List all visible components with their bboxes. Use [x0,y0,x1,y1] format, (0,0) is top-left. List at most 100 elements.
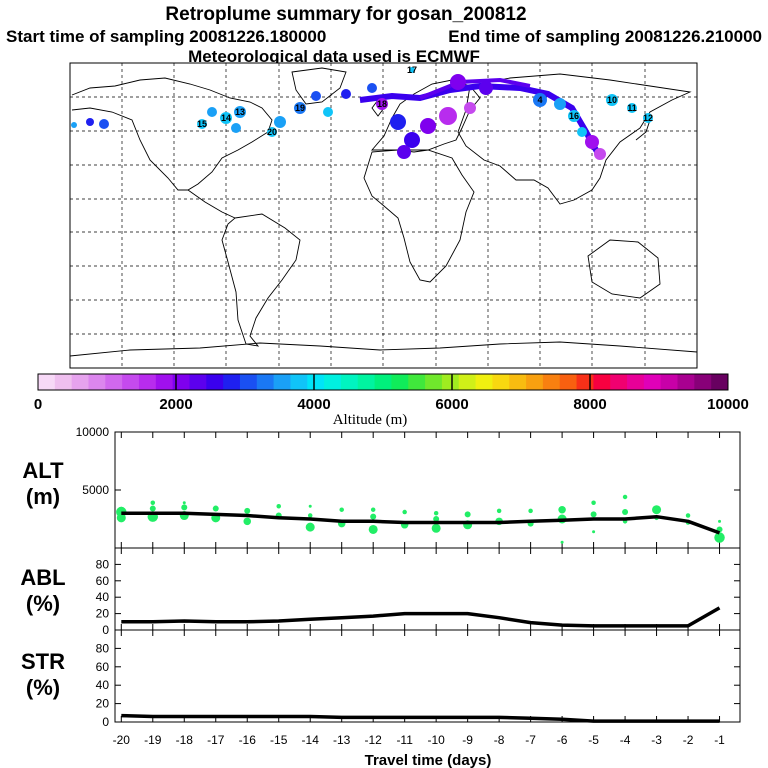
y-tick-label: 80 [96,641,110,655]
colorbar-cells [38,374,729,390]
plume-dot [439,107,457,125]
south-america-coast [221,213,301,347]
plume-label: 12 [643,113,653,123]
colorbar-cell [660,374,679,390]
colorbar-cell [694,374,712,390]
coastlines [69,67,698,357]
colorbar-cell [88,374,106,390]
plume-label: 10 [607,95,617,105]
y-tick-label: 60 [96,574,110,588]
colorbar-cell [492,374,510,390]
cluster-point [305,522,315,532]
panel-ylabel: ABL [20,565,65,590]
colorbar-cell [189,374,207,390]
plume-dot [420,118,436,134]
plume-track [71,67,653,160]
x-tick-label: -9 [462,733,473,747]
colorbar-cell [526,374,544,390]
plume-dot [274,116,286,128]
colorbar-cell [340,374,359,390]
colorbar-cell [138,374,157,390]
plume-dot [404,132,420,148]
colorbar-cell [324,374,342,390]
plume-label: 18 [377,99,387,109]
x-tick-label: -11 [396,733,413,747]
cluster-point [339,507,344,512]
colorbar-tick-label: 2000 [159,396,192,413]
colorbar-cell [54,374,73,390]
colorbar-cell [273,374,291,390]
colorbar-cell [223,374,241,390]
plume-dot [311,91,321,101]
cluster-point [528,508,533,514]
colorbar-cell [256,374,275,390]
alt-panel: ALT(m) 5000 10000 [22,425,741,549]
africa-coast [363,149,475,283]
cluster-point [370,507,376,512]
colorbar-cell [374,374,392,390]
cluster-point [718,519,722,523]
australia-coast [587,239,661,299]
x-tick-label: -10 [427,733,445,747]
plume-dot [99,119,109,129]
cluster-point [560,540,564,544]
colorbar-cell [307,374,325,390]
colorbar-cell [509,374,527,390]
colorbar-cell [627,374,645,390]
plume-label: 16 [569,111,579,121]
colorbar-cell [391,374,409,390]
x-axis-label: Travel time (days) [365,752,492,768]
plume-dot [568,110,580,122]
y-tick-label: 0 [102,715,109,729]
plume-dot [207,107,217,117]
plume-dot [220,112,232,124]
y-tick-label: 20 [96,697,110,711]
japan-coast [635,119,651,141]
colorbar-frame [37,373,729,391]
cluster-point [181,504,188,511]
north-america-coast [71,77,273,191]
world-map: 4 10 11 12 13 14 15 16 17 18 19 20 [69,62,698,369]
central-america-coast [187,189,236,219]
plume-dot [554,98,566,110]
panel-ylabel: STR [21,649,65,674]
x-tick-label: -19 [144,733,162,747]
map-frame [69,62,698,369]
y-tick-label: 60 [96,660,110,674]
plume-dot [376,98,388,110]
cluster-point [307,513,313,518]
plume-dot [234,106,246,118]
plume-dot [577,127,587,137]
colorbar-cell [172,374,190,390]
colorbar-cell [290,374,308,390]
colorbar-cell [71,374,89,390]
cluster-point [622,509,629,516]
cluster-point [590,511,597,518]
cluster-point [150,500,156,506]
cluster-point [149,505,156,512]
x-tick-label: -3 [651,733,662,747]
plume-label: 11 [627,103,637,113]
x-tick-label: -12 [365,733,383,747]
colorbar-cell [155,374,174,390]
x-tick-label: -20 [113,733,131,747]
colorbar-tick-label: 6000 [435,396,468,413]
cluster-point [591,500,596,506]
plume-label: 20 [267,127,277,137]
start-time-label: Start time of sampling 20081226.180000 [6,27,326,46]
plume-dot [341,89,351,99]
y-tick-label: 20 [96,607,110,621]
cluster-point [464,511,471,518]
x-tick-label: -14 [302,733,320,747]
x-tick-label: -1 [714,733,725,747]
plume-dot [397,145,411,159]
cluster-point [622,494,628,500]
panel-frame [114,629,741,723]
cluster-point [243,517,251,526]
colorbar-cell [239,374,258,390]
plume-label: 4 [537,95,542,105]
colorbar-cell [441,374,460,390]
colorbar-cell [559,374,578,390]
asia-coast [457,73,692,205]
